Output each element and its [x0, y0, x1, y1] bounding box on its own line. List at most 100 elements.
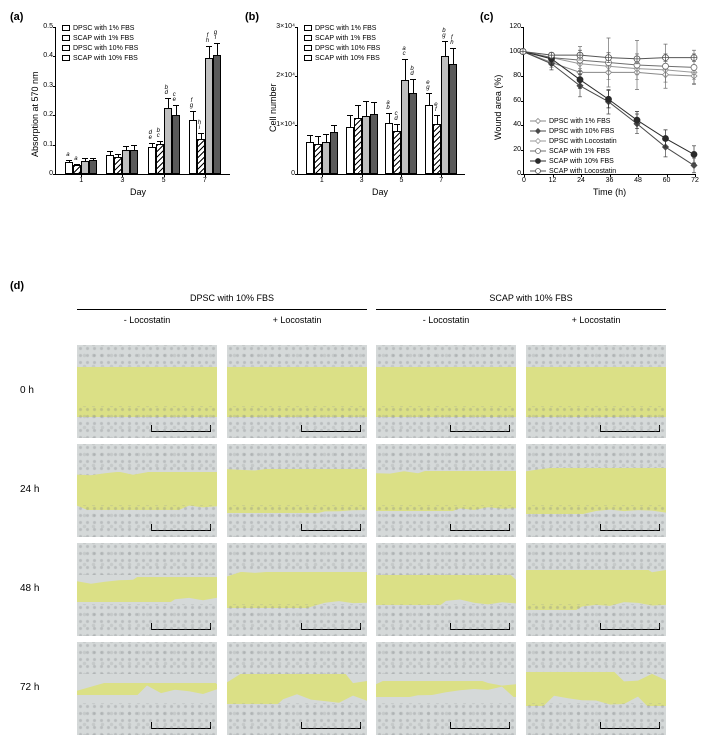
x-tick-label: 7 — [439, 177, 443, 184]
error-bar — [445, 41, 446, 57]
error-bar — [217, 43, 218, 55]
scale-bar — [450, 425, 510, 432]
legend-swatch — [62, 55, 70, 61]
x-tick-label: 1 — [79, 177, 83, 184]
legend-item: SCAP with 10% FBS — [62, 54, 138, 64]
y-tick — [295, 27, 298, 28]
significance-label: e f — [434, 103, 437, 113]
error-bar — [176, 105, 177, 115]
error-cap — [206, 46, 212, 47]
bar — [164, 108, 172, 174]
y-tick — [295, 76, 298, 77]
panel-b-xlabel: Day — [372, 187, 388, 197]
scale-bar — [151, 425, 211, 432]
y-tick — [53, 145, 56, 146]
panel-b-ylabel: Cell number — [268, 83, 278, 132]
scale-bar — [600, 524, 660, 531]
error-bar — [429, 93, 430, 105]
y-tick-label: 0.3 — [43, 82, 53, 89]
legend-item: DPSC with 1% FBS — [62, 24, 138, 34]
scale-bar — [151, 524, 211, 531]
scale-bar — [600, 623, 660, 630]
bar — [425, 105, 433, 174]
x-tick-label: 5 — [162, 177, 166, 184]
row-label: 24 h — [20, 484, 39, 495]
y-tick-label: 0.2 — [43, 111, 53, 118]
legend-label: SCAP with 1% FBS — [315, 35, 376, 42]
legend-label: DPSC with 10% FBS — [315, 45, 380, 52]
micrograph-cell — [77, 642, 217, 735]
panel-a-legend: DPSC with 1% FBSSCAP with 1% FBSDPSC wit… — [62, 24, 138, 64]
scale-bar — [301, 623, 361, 630]
error-bar — [413, 79, 414, 93]
significance-label: a b — [386, 101, 389, 111]
panel-a-label: (a) — [10, 11, 23, 23]
y-tick-label: 3×10⁴ — [276, 23, 295, 30]
bar — [354, 118, 362, 174]
panel-b-label: (b) — [245, 11, 259, 23]
significance-label: b g — [442, 29, 445, 39]
error-bar — [358, 105, 359, 117]
x-tick-label: 3 — [360, 177, 364, 184]
y-tick — [53, 174, 56, 175]
bar — [213, 55, 221, 174]
micrograph-cell — [376, 345, 516, 438]
row-label: 72 h — [20, 682, 39, 693]
wound-band — [77, 683, 217, 695]
legend-swatch — [62, 45, 70, 51]
bar — [362, 116, 370, 174]
wound-band — [227, 572, 367, 608]
error-cap — [165, 98, 171, 99]
significance-label: b d — [165, 86, 168, 96]
bar — [81, 161, 89, 174]
wound-band — [227, 367, 367, 417]
error-cap — [442, 41, 448, 42]
bar — [73, 165, 81, 174]
panel-b-legend: DPSC with 1% FBSSCAP with 1% FBSDPSC wit… — [304, 24, 380, 64]
bar — [441, 56, 449, 174]
wound-band — [77, 367, 217, 417]
y-tick-label: 1×10⁴ — [276, 121, 295, 128]
panel-c-svg — [505, 22, 700, 192]
bar — [89, 160, 97, 174]
legend-label: SCAP with 1% FBS — [73, 35, 134, 42]
scale-bar — [151, 623, 211, 630]
bar — [148, 147, 156, 174]
error-cap — [371, 102, 377, 103]
micrograph-cell — [77, 345, 217, 438]
subgroup-label: + Locostatin — [526, 315, 666, 325]
error-bar — [318, 136, 319, 143]
error-cap — [198, 133, 204, 134]
wound-band — [526, 367, 666, 417]
y-tick — [53, 27, 56, 28]
significance-label: h i — [198, 121, 201, 131]
panel-a-xlabel: Day — [130, 187, 146, 197]
significance-label: f h — [450, 36, 453, 46]
scale-bar — [151, 722, 211, 729]
error-bar — [366, 101, 367, 116]
x-tick-label: 3 — [120, 177, 124, 184]
error-cap — [410, 79, 416, 80]
error-cap — [149, 143, 155, 144]
significance-label: b c — [157, 129, 160, 139]
bar — [322, 142, 330, 174]
row-label: 0 h — [20, 385, 34, 396]
y-tick-label: 0.5 — [43, 23, 53, 30]
micrograph-cell — [526, 543, 666, 636]
bar — [114, 157, 122, 174]
significance-label: c e — [173, 93, 176, 103]
error-cap — [115, 154, 121, 155]
y-tick — [53, 56, 56, 57]
error-cap — [131, 145, 137, 146]
micrograph-cell — [227, 444, 367, 537]
significance-label: b d — [410, 67, 413, 77]
legend-label: SCAP with 10% FBS — [315, 55, 380, 62]
error-cap — [74, 164, 80, 165]
panel-b: 01×10⁴2×10⁴3×10⁴135a bc da cb d7e ge fb … — [280, 22, 470, 192]
legend-swatch — [304, 55, 312, 61]
legend-label: SCAP with 10% FBS — [73, 55, 138, 62]
group-head-bar — [77, 309, 367, 310]
error-cap — [190, 111, 196, 112]
panel-a: 00.10.20.30.40.51aa35d eb cb dc e7f gh i… — [45, 22, 235, 192]
micrograph-cell — [526, 444, 666, 537]
